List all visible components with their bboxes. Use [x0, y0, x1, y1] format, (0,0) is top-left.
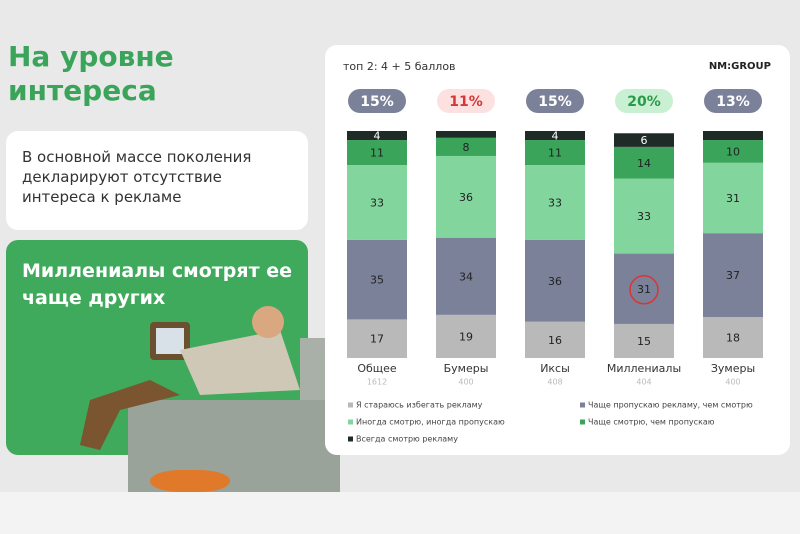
base-label: 400	[458, 378, 473, 387]
top2-label: 11%	[449, 94, 483, 110]
highlight-text: Миллениалы смотрят ее чаще других	[22, 260, 292, 309]
value-label: 36	[459, 191, 473, 204]
x-tick-label: Бумеры	[444, 362, 489, 375]
value-label: 31	[726, 192, 740, 205]
bar-segment	[436, 155, 496, 238]
logo: NM:GROUP	[709, 61, 771, 72]
bar-segment	[614, 133, 674, 147]
bar-segment	[614, 146, 674, 179]
legend-swatch	[580, 419, 585, 425]
bar-segment	[436, 237, 496, 315]
x-tick-label: Миллениалы	[607, 362, 681, 375]
value-label: 16	[548, 334, 562, 347]
value-label: 10	[726, 145, 740, 158]
value-label: 37	[726, 269, 740, 282]
value-label: 36	[548, 275, 562, 288]
top2-badge	[348, 89, 406, 113]
value-label: 14	[637, 157, 651, 170]
bar-segment	[525, 239, 585, 322]
top2-badge	[526, 89, 584, 113]
legend-label: Я стараюсь избегать рекламу	[356, 401, 483, 410]
value-label: 33	[370, 197, 384, 210]
bar-segment	[703, 131, 763, 141]
value-label: 33	[637, 210, 651, 223]
legend-swatch	[580, 402, 585, 408]
person-legs	[80, 380, 180, 450]
base-label: 404	[636, 378, 651, 387]
highlight-circle	[629, 275, 659, 305]
bar-segment	[347, 131, 407, 141]
card-text: В основной массе поколения декларируют о…	[22, 148, 252, 206]
chimney	[300, 338, 328, 400]
bar-segment	[525, 321, 585, 358]
legend-swatch	[348, 436, 353, 442]
value-label: 17	[370, 333, 384, 346]
top2-badge	[437, 89, 495, 113]
value-label: 34	[459, 270, 473, 283]
legend-label: Чаще смотрю, чем пропускаю	[588, 418, 715, 427]
bar-segment	[614, 253, 674, 324]
bar-segment	[525, 131, 585, 141]
slide-title: На уровне интереса	[8, 40, 174, 107]
bar-segment	[703, 140, 763, 163]
legend-swatch	[348, 419, 353, 425]
base-label: 1612	[367, 378, 387, 387]
x-tick-label: Общее	[357, 362, 397, 375]
bar-segment	[347, 239, 407, 320]
person	[180, 330, 300, 395]
top2-label: 15%	[360, 94, 394, 110]
top2-badge	[704, 89, 762, 113]
bar-segment	[347, 140, 407, 166]
value-label: 18	[726, 332, 740, 345]
bar-segment	[525, 165, 585, 240]
value-label: 4	[552, 130, 559, 143]
chart-subtitle: топ 2: 4 + 5 баллов	[343, 60, 456, 73]
bar-segment	[614, 178, 674, 254]
value-label: 19	[459, 330, 473, 343]
bar-segment	[347, 165, 407, 240]
legend-label: Иногда смотрю, иногда пропускаю	[356, 418, 505, 427]
legend-label: Всегда смотрю рекламу	[356, 435, 458, 444]
x-tick-label: Иксы	[540, 362, 570, 375]
value-label: 6	[641, 134, 648, 147]
value-label: 4	[374, 130, 381, 143]
fire	[150, 470, 230, 492]
value-label: 31	[637, 283, 651, 296]
bar-segment	[614, 323, 674, 358]
x-tick-label: Зумеры	[711, 362, 755, 375]
bar-segment	[347, 319, 407, 358]
top2-label: 13%	[716, 94, 750, 110]
value-label: 15	[637, 335, 651, 348]
value-label: 33	[548, 197, 562, 210]
value-label: 35	[370, 274, 384, 287]
top2-label: 15%	[538, 94, 572, 110]
legend-label: Чаще пропускаю рекламу, чем смотрю	[588, 401, 753, 410]
person-head	[252, 306, 284, 338]
info-card: В основной массе поколения декларируют о…	[6, 131, 308, 230]
legend-swatch	[348, 402, 353, 408]
footer-band	[0, 492, 800, 534]
bar-segment	[436, 137, 496, 156]
bar-segment	[703, 233, 763, 318]
tv-screen	[156, 328, 184, 354]
bar-segment	[703, 162, 763, 234]
value-label: 11	[370, 147, 384, 160]
bar-segment	[703, 317, 763, 358]
base-label: 408	[547, 378, 562, 387]
value-label: 11	[548, 147, 562, 160]
bar-segment	[525, 140, 585, 166]
base-label: 400	[725, 378, 740, 387]
top2-badge	[615, 89, 673, 113]
top2-label: 20%	[627, 94, 661, 110]
bar-segment	[436, 131, 496, 138]
bar-segment	[436, 314, 496, 358]
value-label: 8	[463, 141, 470, 154]
